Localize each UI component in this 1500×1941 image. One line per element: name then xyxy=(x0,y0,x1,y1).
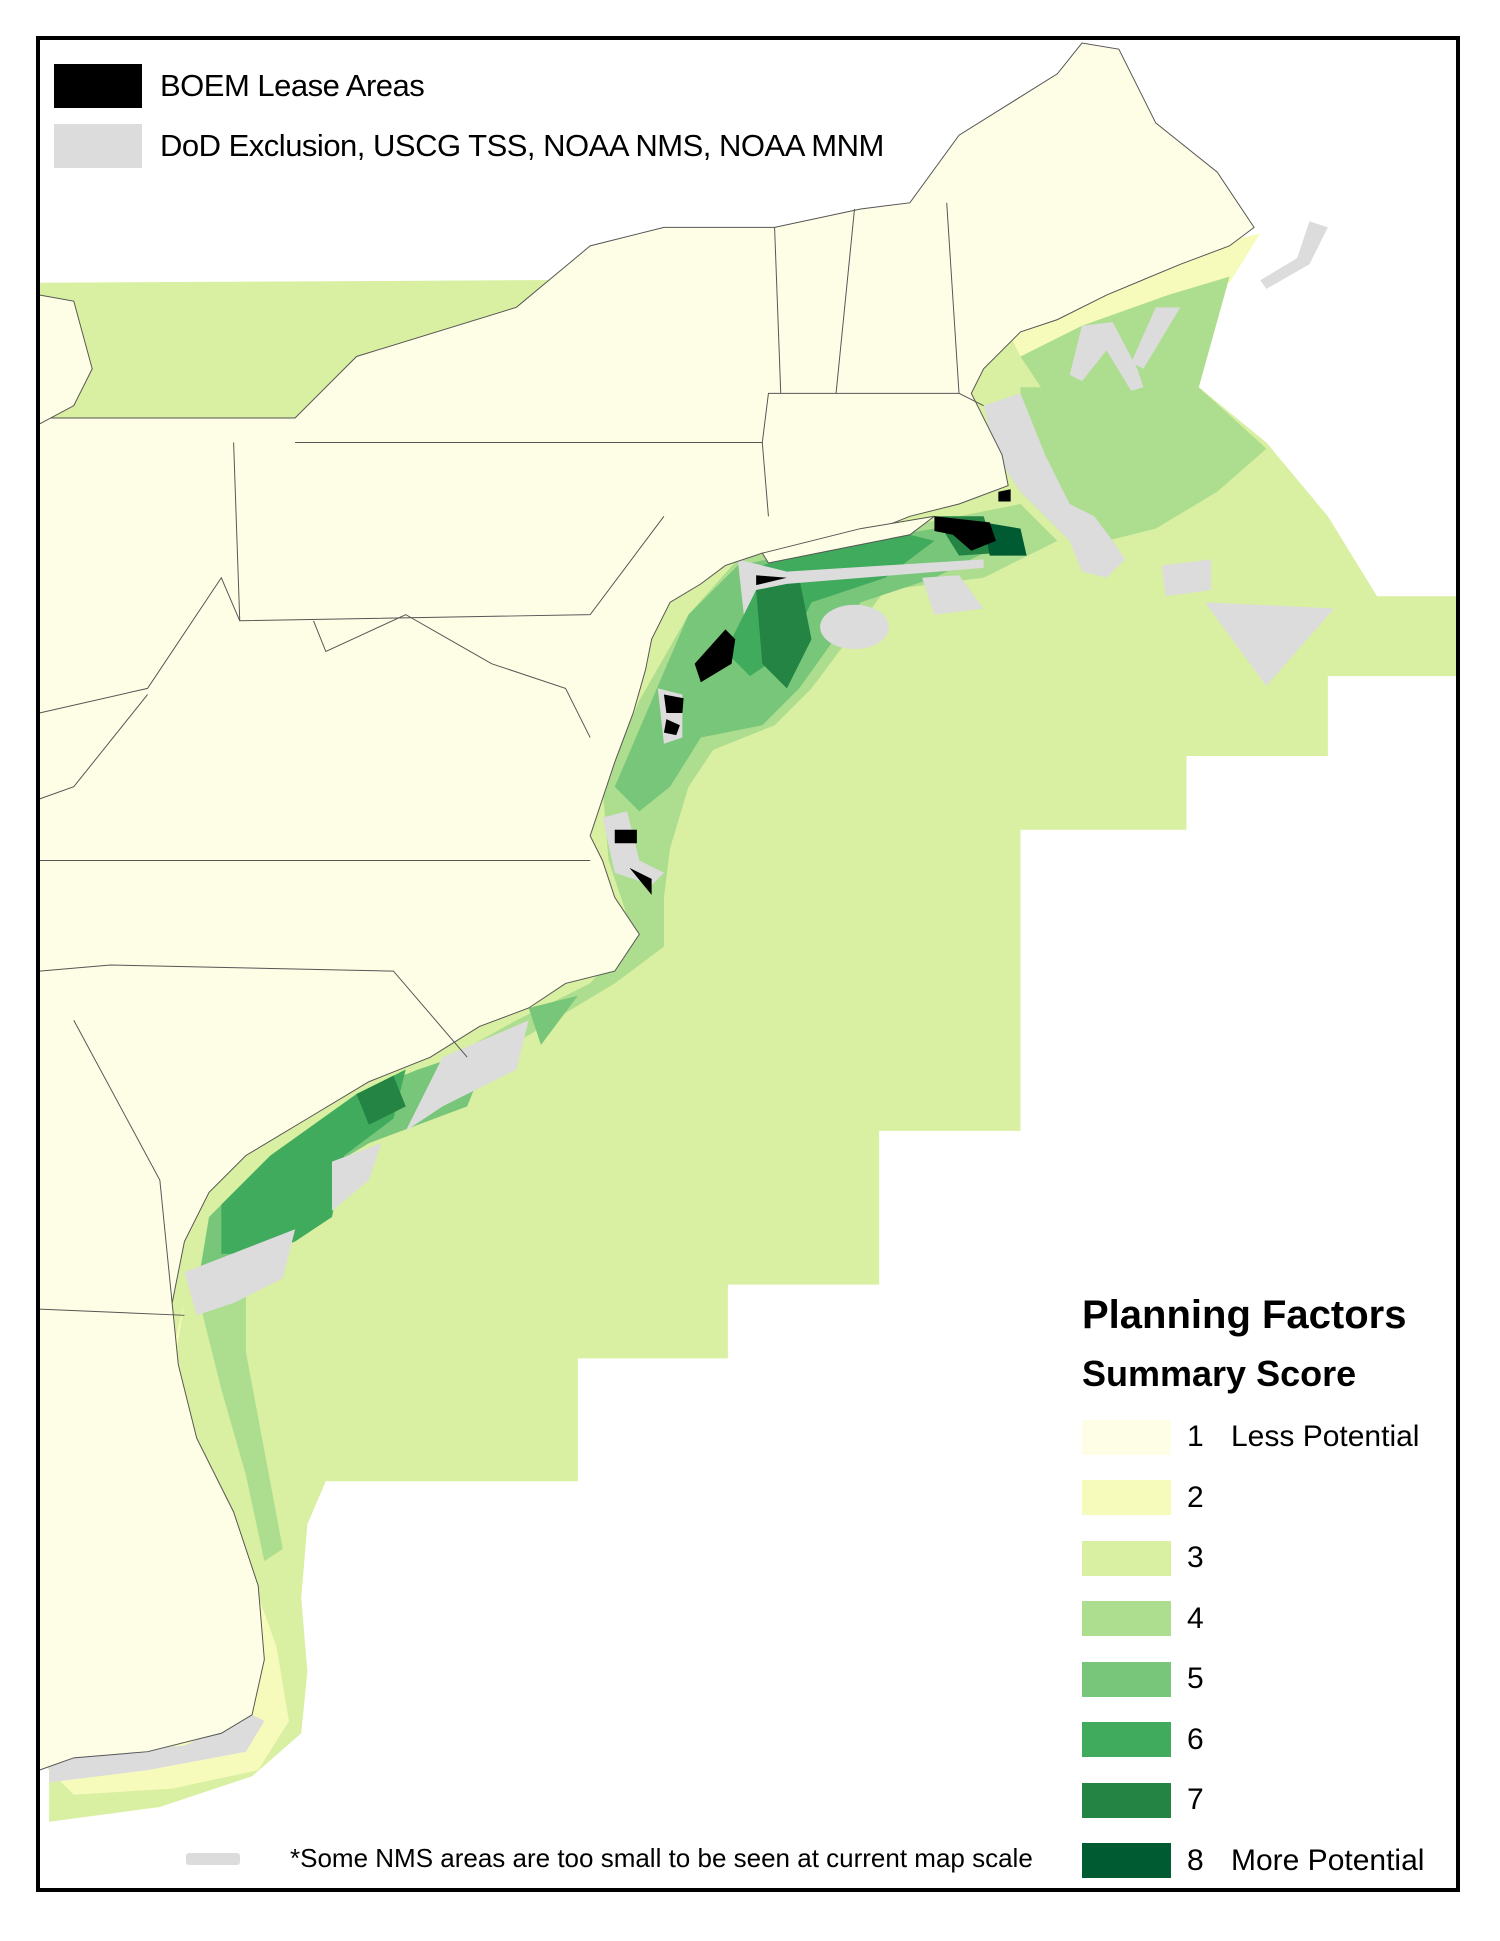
footnote-text: *Some NMS areas are too small to be seen… xyxy=(290,1843,1033,1873)
class-value: 3 xyxy=(1187,1541,1204,1575)
class-value: 6 xyxy=(1187,1722,1204,1756)
boem-lease-label: BOEM Lease Areas xyxy=(160,68,425,103)
legend-class-4: 4 xyxy=(1082,1589,1424,1650)
legend-class-7: 7 xyxy=(1082,1770,1424,1831)
swatch-8 xyxy=(1082,1843,1171,1879)
boem-lease-areas xyxy=(614,489,1011,895)
legend-item-boem-lease: BOEM Lease Areas xyxy=(54,56,884,116)
land xyxy=(38,42,1255,1771)
swatch-5 xyxy=(1082,1661,1171,1697)
score-legend: Planning Factors Summary Score 1 Less Pot… xyxy=(1082,1285,1424,1891)
nms-small-area-swatch xyxy=(186,1852,240,1865)
footnote: *Some NMS areas are too small to be seen… xyxy=(186,1843,1033,1874)
class-value: 2 xyxy=(1187,1480,1204,1514)
state-boundaries xyxy=(39,202,984,1316)
swatch-3 xyxy=(1082,1540,1171,1576)
legend-class-5: 5 xyxy=(1082,1649,1424,1710)
swatch-1 xyxy=(1082,1419,1171,1455)
map-layer-legend: BOEM Lease Areas DoD Exclusion, USCG TSS… xyxy=(54,56,884,176)
legend-class-6: 6 xyxy=(1082,1710,1424,1771)
map-frame xyxy=(36,36,1460,1892)
class-value: 8 xyxy=(1187,1843,1204,1877)
class-value: 1 xyxy=(1187,1420,1204,1454)
class-label: Less Potential xyxy=(1231,1420,1420,1454)
class-value: 7 xyxy=(1187,1783,1204,1817)
swatch-2 xyxy=(1082,1480,1171,1516)
score-8-zone xyxy=(983,522,1027,556)
legend-class-8: 8 More Potential xyxy=(1082,1831,1424,1892)
score-2-nearshore xyxy=(49,233,1261,1795)
legend-class-1: 1 Less Potential xyxy=(1082,1407,1424,1468)
class-value: 5 xyxy=(1187,1662,1204,1696)
class-label: More Potential xyxy=(1231,1843,1425,1877)
boem-lease-swatch xyxy=(54,64,142,108)
exclusion-swatch xyxy=(54,124,142,168)
class-value: 4 xyxy=(1187,1601,1204,1635)
legend-class-3: 3 xyxy=(1082,1528,1424,1589)
legend-title: Planning Factors xyxy=(1082,1293,1407,1337)
swatch-7 xyxy=(1082,1782,1171,1818)
swatch-4 xyxy=(1082,1601,1171,1637)
legend-class-2: 2 xyxy=(1082,1468,1424,1529)
exclusion-areas xyxy=(49,221,1335,1783)
exclusion-label: DoD Exclusion, USCG TSS, NOAA NMS, NOAA … xyxy=(160,128,884,163)
legend-item-exclusion: DoD Exclusion, USCG TSS, NOAA NMS, NOAA … xyxy=(54,116,884,176)
legend-subtitle: Summary Score xyxy=(1082,1353,1357,1394)
swatch-6 xyxy=(1082,1722,1171,1758)
